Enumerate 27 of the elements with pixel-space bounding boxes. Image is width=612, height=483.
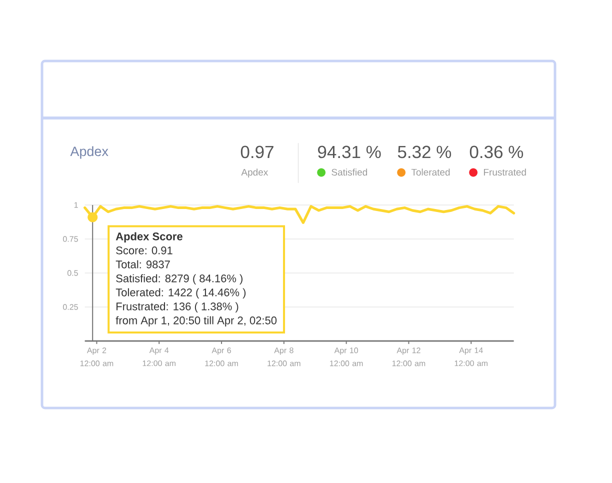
y-tick-label: 0.5 — [67, 270, 78, 276]
y-tick-label: 1 — [74, 202, 78, 208]
x-tick-label: Apr 10 12:00 am — [330, 348, 363, 366]
annotation: Score: 0.91 — [116, 246, 172, 254]
annotation: Tolerated: 1422 ( 14.46% ) — [116, 288, 246, 298]
text: 94.31 % — [318, 146, 381, 158]
annotation: Apdex Score — [116, 232, 182, 242]
category-label: Satisfied — [332, 168, 368, 176]
annotation: from Apr 1, 20:50 till Apr 2, 02:50 — [116, 316, 277, 326]
x-tick-label: Apr 14 12:00 am — [454, 348, 488, 366]
text: 5.32 % — [398, 146, 452, 158]
x-tick-label: Apr 4 12:00 am — [142, 348, 176, 366]
annotation: Satisfied: 8279 ( 84.16% ) — [116, 274, 242, 284]
category-label: Frustrated — [484, 168, 526, 176]
category-label: Apdex — [241, 168, 268, 178]
x-tick-label: Apr 6 12:00 am — [205, 348, 238, 366]
x-tick-label: Apr 2 12:00 am — [80, 348, 114, 366]
text: Apdex — [70, 146, 108, 159]
x-tick-label: Apr 8 12:00 am — [268, 348, 300, 366]
text: 0.97 — [240, 146, 274, 158]
y-tick-label: 0.75 — [63, 236, 78, 242]
text: 0.36 % — [470, 146, 524, 158]
annotation: Frustrated: 136 ( 1.38% ) — [116, 302, 238, 312]
category-label: Tolerated — [411, 168, 450, 176]
y-tick-label: 0.25 — [63, 304, 78, 310]
x-tick-label: Apr 12 12:00 am — [392, 348, 426, 366]
annotation: Total: 9837 — [116, 260, 170, 268]
